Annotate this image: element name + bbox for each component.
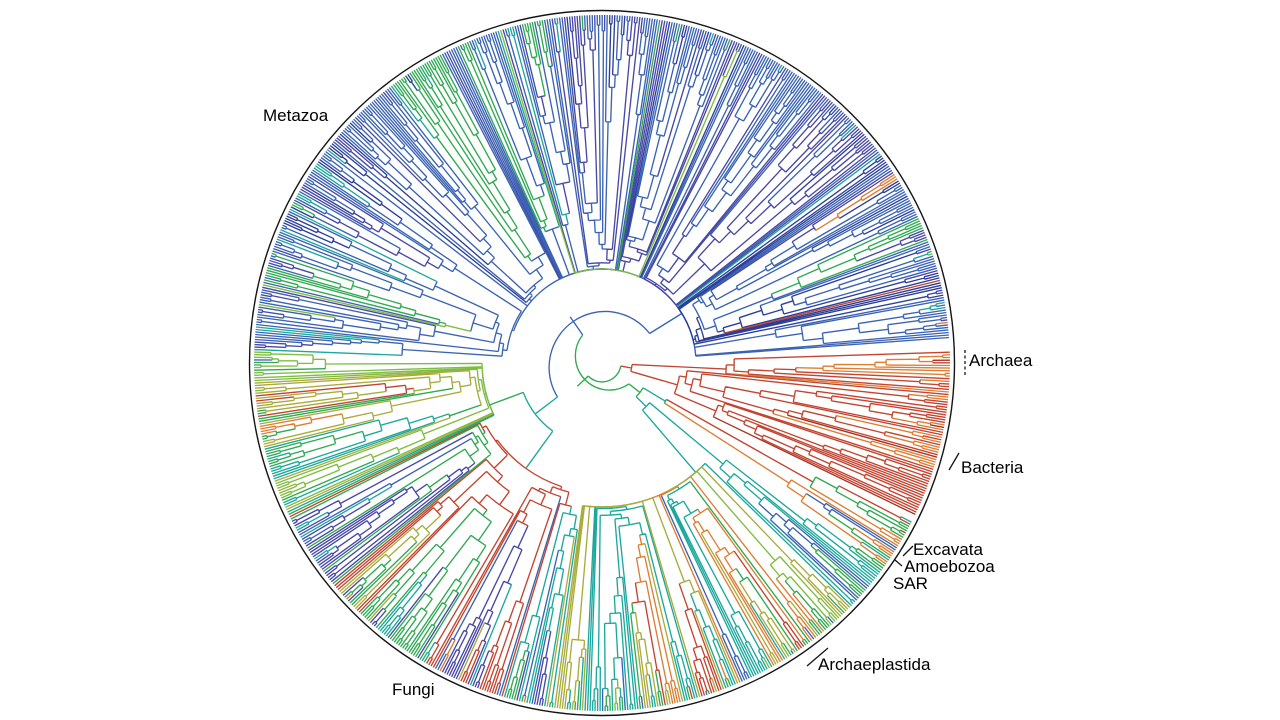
label-leader-line [948,452,960,471]
label-bacteria: Bacteria [961,458,1024,477]
clade-labels: Metazoa Archaea Bacteria Excavata Amoebo… [263,106,1033,699]
branch-paths [254,17,946,712]
tree-branches [253,14,951,712]
branch-paths [255,279,950,706]
label-archaeplastida: Archaeplastida [818,655,931,674]
tree-outline-circle [248,9,956,717]
branch-paths [259,173,951,704]
label-metazoa: Metazoa [263,106,329,125]
label-leaders [806,350,966,667]
branch-paths [253,29,933,711]
label-leader-line [806,647,829,667]
branch-paths [254,370,851,711]
branch-paths [283,15,944,345]
label-excavata: Excavata [913,540,983,559]
label-leader-line [894,559,903,567]
label-leader-line [902,545,914,557]
label-archaea: Archaea [969,351,1033,370]
label-sar: SAR [893,574,928,593]
label-fungi: Fungi [392,680,435,699]
branch-paths [713,359,951,516]
branch-paths [253,15,928,712]
label-amoebozoa: Amoebozoa [904,557,995,576]
